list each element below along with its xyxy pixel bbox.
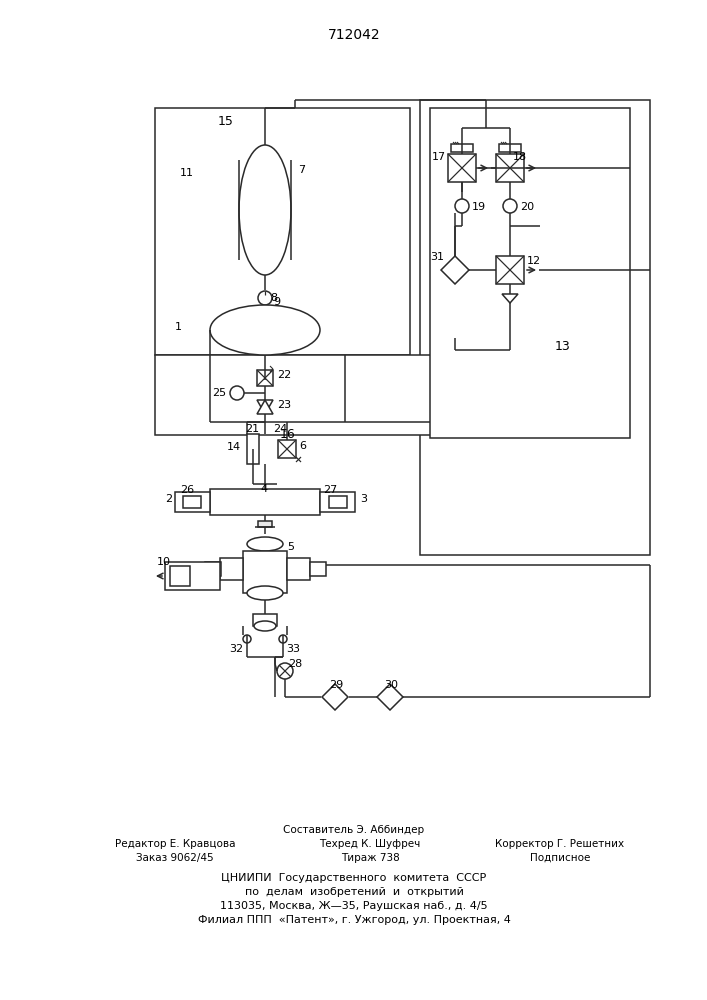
Ellipse shape <box>247 537 283 551</box>
Text: 25: 25 <box>212 388 226 398</box>
Text: 30: 30 <box>384 680 398 690</box>
Text: Редактор Е. Кравцова: Редактор Е. Кравцова <box>115 839 235 849</box>
Text: 17: 17 <box>432 152 446 162</box>
Bar <box>183 496 201 508</box>
Text: 7: 7 <box>298 165 305 175</box>
Text: 8: 8 <box>270 293 277 303</box>
Circle shape <box>258 291 272 305</box>
Text: 20: 20 <box>520 202 534 212</box>
Ellipse shape <box>247 586 283 600</box>
Bar <box>155 355 455 435</box>
Polygon shape <box>257 400 273 414</box>
Bar <box>155 108 410 355</box>
Text: 9: 9 <box>273 297 280 307</box>
Bar <box>258 521 272 527</box>
Bar <box>320 492 355 512</box>
Bar <box>247 434 259 464</box>
Polygon shape <box>322 684 348 710</box>
Text: 28: 28 <box>288 659 303 669</box>
Text: 26: 26 <box>180 485 194 495</box>
Circle shape <box>277 663 293 679</box>
Bar <box>496 154 524 182</box>
Text: 1: 1 <box>175 322 182 332</box>
Bar <box>278 440 296 458</box>
Text: 22: 22 <box>277 370 291 380</box>
Text: 31: 31 <box>430 252 444 262</box>
Bar <box>243 551 287 593</box>
Bar <box>499 144 521 152</box>
Circle shape <box>503 199 517 213</box>
Polygon shape <box>257 400 273 414</box>
Circle shape <box>455 199 469 213</box>
Text: 18: 18 <box>513 152 527 162</box>
Text: Тираж 738: Тираж 738 <box>341 853 399 863</box>
Polygon shape <box>377 684 403 710</box>
Text: Филиал ППП  «Патент», г. Ужгород, ул. Проектная, 4: Филиал ППП «Патент», г. Ужгород, ул. Про… <box>197 915 510 925</box>
Bar <box>430 108 630 438</box>
Text: 113035, Москва, Ж—35, Раушская наб., д. 4/5: 113035, Москва, Ж—35, Раушская наб., д. … <box>220 901 488 911</box>
Ellipse shape <box>239 145 291 275</box>
Bar <box>257 370 273 386</box>
Text: 4: 4 <box>260 484 267 494</box>
Text: 29: 29 <box>329 680 344 690</box>
Bar <box>287 558 310 580</box>
Text: 2: 2 <box>165 494 172 504</box>
Text: Заказ 9062/45: Заказ 9062/45 <box>136 853 214 863</box>
Bar <box>310 562 326 576</box>
Bar <box>205 562 221 576</box>
Text: 16: 16 <box>280 428 296 441</box>
Text: 712042: 712042 <box>327 28 380 42</box>
Ellipse shape <box>254 621 276 631</box>
Polygon shape <box>441 256 469 284</box>
Text: 23: 23 <box>277 400 291 410</box>
Circle shape <box>230 386 244 400</box>
Text: 32: 32 <box>229 644 243 654</box>
Ellipse shape <box>210 305 320 355</box>
Text: 6: 6 <box>299 441 306 451</box>
Bar <box>253 614 277 626</box>
Text: по  делам  изобретений  и  открытий: по делам изобретений и открытий <box>245 887 463 897</box>
Bar <box>220 558 243 580</box>
Text: 15: 15 <box>218 115 234 128</box>
Text: ЦНИИПИ  Государственного  комитета  СССР: ЦНИИПИ Государственного комитета СССР <box>221 873 486 883</box>
Text: 12: 12 <box>527 256 541 266</box>
Text: 3: 3 <box>360 494 367 504</box>
Text: Подписное: Подписное <box>530 853 590 863</box>
Text: 5: 5 <box>287 542 294 552</box>
Text: 11: 11 <box>180 168 194 178</box>
Bar <box>451 144 473 152</box>
Text: 10: 10 <box>157 557 171 567</box>
Bar <box>210 489 320 515</box>
Text: 33: 33 <box>286 644 300 654</box>
Bar <box>170 566 190 586</box>
Bar <box>329 496 347 508</box>
Text: 24: 24 <box>273 424 287 434</box>
Bar <box>496 256 524 284</box>
Text: 13: 13 <box>555 340 571 353</box>
Bar <box>448 154 476 182</box>
Bar <box>420 100 650 555</box>
Text: 27: 27 <box>323 485 337 495</box>
Text: Техред К. Шуфреч: Техред К. Шуфреч <box>320 839 421 849</box>
Text: 21: 21 <box>245 424 259 434</box>
Text: 19: 19 <box>472 202 486 212</box>
Text: Составитель Э. Аббиндер: Составитель Э. Аббиндер <box>284 825 425 835</box>
Bar <box>165 562 220 590</box>
Text: 14: 14 <box>227 442 241 452</box>
Circle shape <box>279 635 287 643</box>
Bar <box>175 492 210 512</box>
Text: Корректор Г. Решетних: Корректор Г. Решетних <box>496 839 624 849</box>
Polygon shape <box>502 294 518 303</box>
Circle shape <box>243 635 251 643</box>
